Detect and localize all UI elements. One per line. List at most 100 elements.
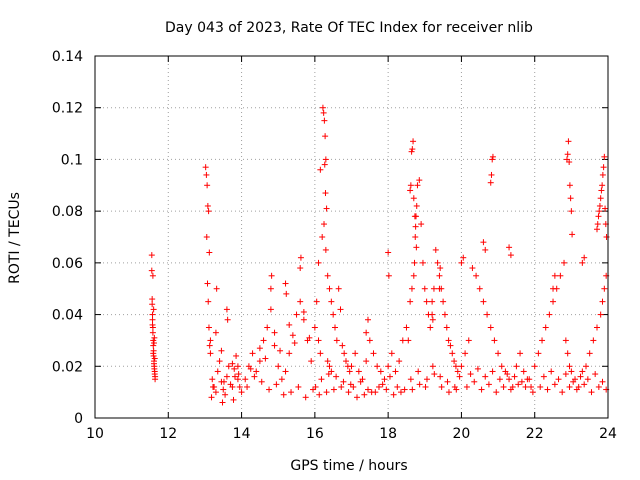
data-points <box>148 104 610 406</box>
data-point <box>321 117 328 124</box>
data-point <box>253 368 260 375</box>
data-point <box>410 195 417 202</box>
data-point <box>566 159 573 166</box>
data-point <box>463 383 470 390</box>
data-point <box>275 363 282 370</box>
data-point <box>326 285 333 292</box>
data-point <box>434 259 441 266</box>
data-point <box>451 383 458 390</box>
data-point <box>419 259 426 266</box>
data-point <box>364 316 371 323</box>
data-point <box>364 386 371 393</box>
data-point <box>324 272 331 279</box>
data-point <box>152 376 159 383</box>
data-point <box>335 285 342 292</box>
data-point <box>223 306 230 313</box>
data-point <box>383 386 390 393</box>
data-point <box>363 329 370 336</box>
data-point <box>386 373 393 380</box>
data-point <box>409 146 416 153</box>
data-point <box>282 368 289 375</box>
data-point <box>262 355 269 362</box>
data-point <box>489 156 496 163</box>
data-point <box>430 285 437 292</box>
data-point <box>149 272 156 279</box>
data-point <box>567 195 574 202</box>
data-point <box>267 306 274 313</box>
data-point <box>388 350 395 357</box>
data-point <box>267 285 274 292</box>
data-point <box>495 350 502 357</box>
data-point <box>411 259 418 266</box>
data-point <box>550 298 557 305</box>
data-point <box>346 368 353 375</box>
y-tick-label: 0 <box>74 411 83 427</box>
data-point <box>518 378 525 385</box>
data-point <box>231 373 238 380</box>
data-point <box>209 376 216 383</box>
data-point <box>550 285 557 292</box>
data-point <box>256 345 263 352</box>
data-point <box>418 221 425 228</box>
data-point <box>318 376 325 383</box>
data-point <box>407 187 414 194</box>
data-point <box>149 296 156 303</box>
data-point <box>313 298 320 305</box>
data-point <box>361 391 368 398</box>
data-point <box>480 298 487 305</box>
data-point <box>548 368 555 375</box>
data-point <box>429 311 436 318</box>
y-tick-label: 0.04 <box>52 308 83 324</box>
data-point <box>222 391 229 398</box>
data-point <box>204 182 211 189</box>
data-point <box>487 179 494 186</box>
data-point <box>460 254 467 261</box>
data-point <box>601 153 608 160</box>
data-point <box>579 368 586 375</box>
data-point <box>293 311 300 318</box>
data-point <box>489 368 496 375</box>
data-point <box>551 272 558 279</box>
data-point <box>511 373 518 380</box>
data-point <box>352 350 359 357</box>
data-point <box>300 308 307 315</box>
data-point <box>412 223 419 230</box>
y-tick-label: 0.06 <box>52 256 83 272</box>
data-point <box>569 231 576 238</box>
data-point <box>473 272 480 279</box>
data-point <box>256 358 263 365</box>
data-point <box>297 254 304 261</box>
data-point <box>432 246 439 253</box>
data-point <box>343 358 350 365</box>
data-point <box>438 383 445 390</box>
data-point <box>310 386 317 393</box>
data-point <box>319 104 326 111</box>
data-point <box>427 324 434 331</box>
data-point <box>410 272 417 279</box>
data-point <box>423 376 430 383</box>
data-point <box>498 363 505 370</box>
data-point <box>437 265 444 272</box>
data-point <box>573 386 580 393</box>
data-point <box>236 383 243 390</box>
data-point <box>151 355 158 362</box>
data-point <box>333 373 340 380</box>
data-point <box>278 376 285 383</box>
data-point <box>249 350 256 357</box>
data-point <box>212 329 219 336</box>
data-point <box>408 148 415 155</box>
data-point <box>429 363 436 370</box>
data-point <box>207 337 214 344</box>
data-point <box>149 321 156 328</box>
data-point <box>465 337 472 344</box>
data-point <box>341 350 348 357</box>
data-point <box>205 324 212 331</box>
data-point <box>353 394 360 401</box>
data-point <box>328 298 335 305</box>
data-point <box>277 347 284 354</box>
data-point <box>397 389 404 396</box>
data-point <box>443 324 450 331</box>
data-point <box>340 378 347 385</box>
data-point <box>204 280 211 287</box>
